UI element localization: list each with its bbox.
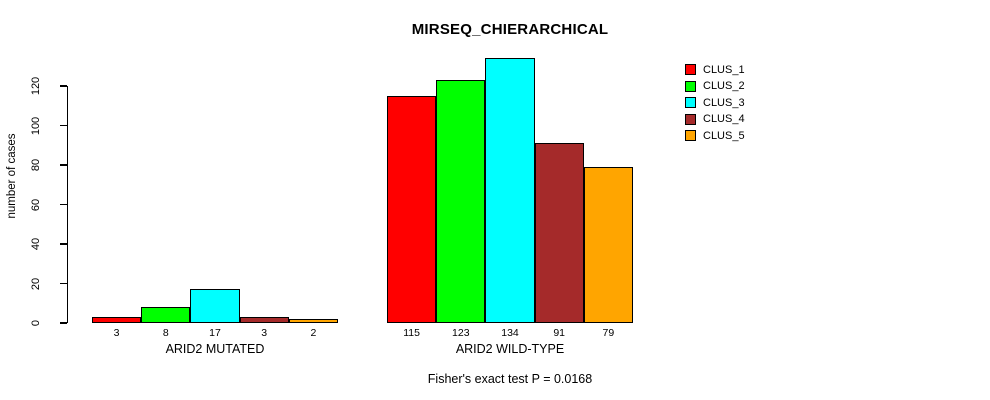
legend-label: CLUS_1	[703, 63, 745, 76]
legend-label: CLUS_2	[703, 80, 745, 93]
y-tick-label: 0	[30, 319, 42, 327]
y-tick	[59, 85, 67, 87]
legend-swatch-icon	[685, 80, 696, 92]
bar-value-label: 91	[553, 327, 566, 339]
legend-swatch-icon	[685, 64, 696, 75]
y-tick	[59, 124, 67, 127]
legend-swatch-icon	[685, 113, 696, 125]
bar-clus_1-arid2-mutated	[92, 317, 142, 323]
legend-swatch-icon	[685, 97, 696, 109]
footnote-fishers-test: Fisher's exact test P = 0.0168	[427, 372, 593, 386]
bar-value-label: 17	[209, 327, 221, 339]
legend-label: CLUS_5	[703, 129, 745, 142]
bar-value-label: 2	[310, 327, 317, 339]
y-tick-label: 100	[30, 116, 42, 135]
legend-label: CLUS_4	[703, 113, 745, 126]
bar-value-label: 123	[452, 327, 470, 339]
bar-clus_4-arid2-mutated	[239, 317, 289, 323]
y-tick	[59, 203, 67, 206]
category-label-arid2-wild-type: ARID2 WILD-TYPE	[455, 342, 565, 356]
bar-clus_3-arid2-wild-type	[485, 58, 535, 323]
bar-value-label: 115	[403, 327, 420, 339]
bar-value-label: 3	[261, 327, 268, 339]
bar-clus_2-arid2-wild-type	[436, 80, 486, 323]
y-tick-label: 120	[30, 76, 42, 96]
y-tick-label: 40	[30, 237, 42, 251]
legend-swatch-icon	[685, 130, 696, 142]
category-label-arid2-mutated: ARID2 MUTATED	[165, 342, 265, 356]
bar-value-label: 79	[602, 327, 615, 339]
y-tick	[59, 164, 67, 166]
bar-clus_1-arid2-wild-type	[387, 95, 437, 323]
y-tick	[59, 243, 67, 245]
y-tick	[59, 322, 67, 324]
y-axis-line	[66, 86, 68, 323]
chart-title: MIRSEQ_CHIERARCHICAL	[411, 21, 609, 38]
bar-clus_5-arid2-mutated	[288, 319, 338, 323]
bar-clus_5-arid2-wild-type	[583, 166, 633, 323]
bar-value-label: 3	[113, 327, 120, 339]
bar-clus_3-arid2-mutated	[190, 289, 240, 323]
y-tick-label: 20	[30, 277, 42, 290]
bar-clus_4-arid2-wild-type	[534, 143, 584, 323]
y-axis-title: number of cases	[6, 133, 18, 219]
legend-label: CLUS_3	[703, 96, 745, 109]
y-tick	[59, 282, 67, 285]
bar-clus_2-arid2-mutated	[141, 307, 191, 323]
bar-value-label: 8	[162, 327, 169, 339]
y-tick-label: 80	[30, 158, 42, 172]
bar-value-label: 134	[501, 327, 519, 339]
y-tick-label: 60	[30, 198, 42, 211]
